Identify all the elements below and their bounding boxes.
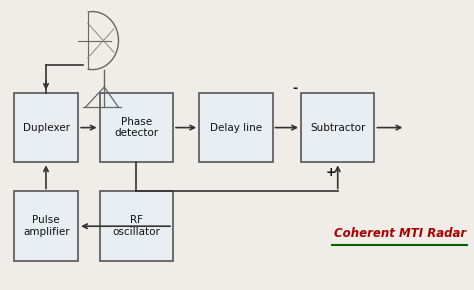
Bar: [100, 191, 173, 261]
Text: Subtractor: Subtractor: [310, 123, 365, 133]
Text: RF
oscillator: RF oscillator: [112, 215, 160, 237]
Bar: [301, 93, 374, 162]
Text: Coherent MTI Radar: Coherent MTI Radar: [335, 227, 466, 240]
Text: Duplexer: Duplexer: [23, 123, 70, 133]
Text: Phase
detector: Phase detector: [114, 117, 158, 138]
Text: -: -: [292, 82, 297, 95]
Bar: [199, 93, 273, 162]
Text: +: +: [326, 166, 336, 179]
Bar: [100, 93, 173, 162]
Text: Delay line: Delay line: [210, 123, 262, 133]
Text: Pulse
amplifier: Pulse amplifier: [23, 215, 70, 237]
Bar: [14, 93, 78, 162]
Bar: [14, 191, 78, 261]
